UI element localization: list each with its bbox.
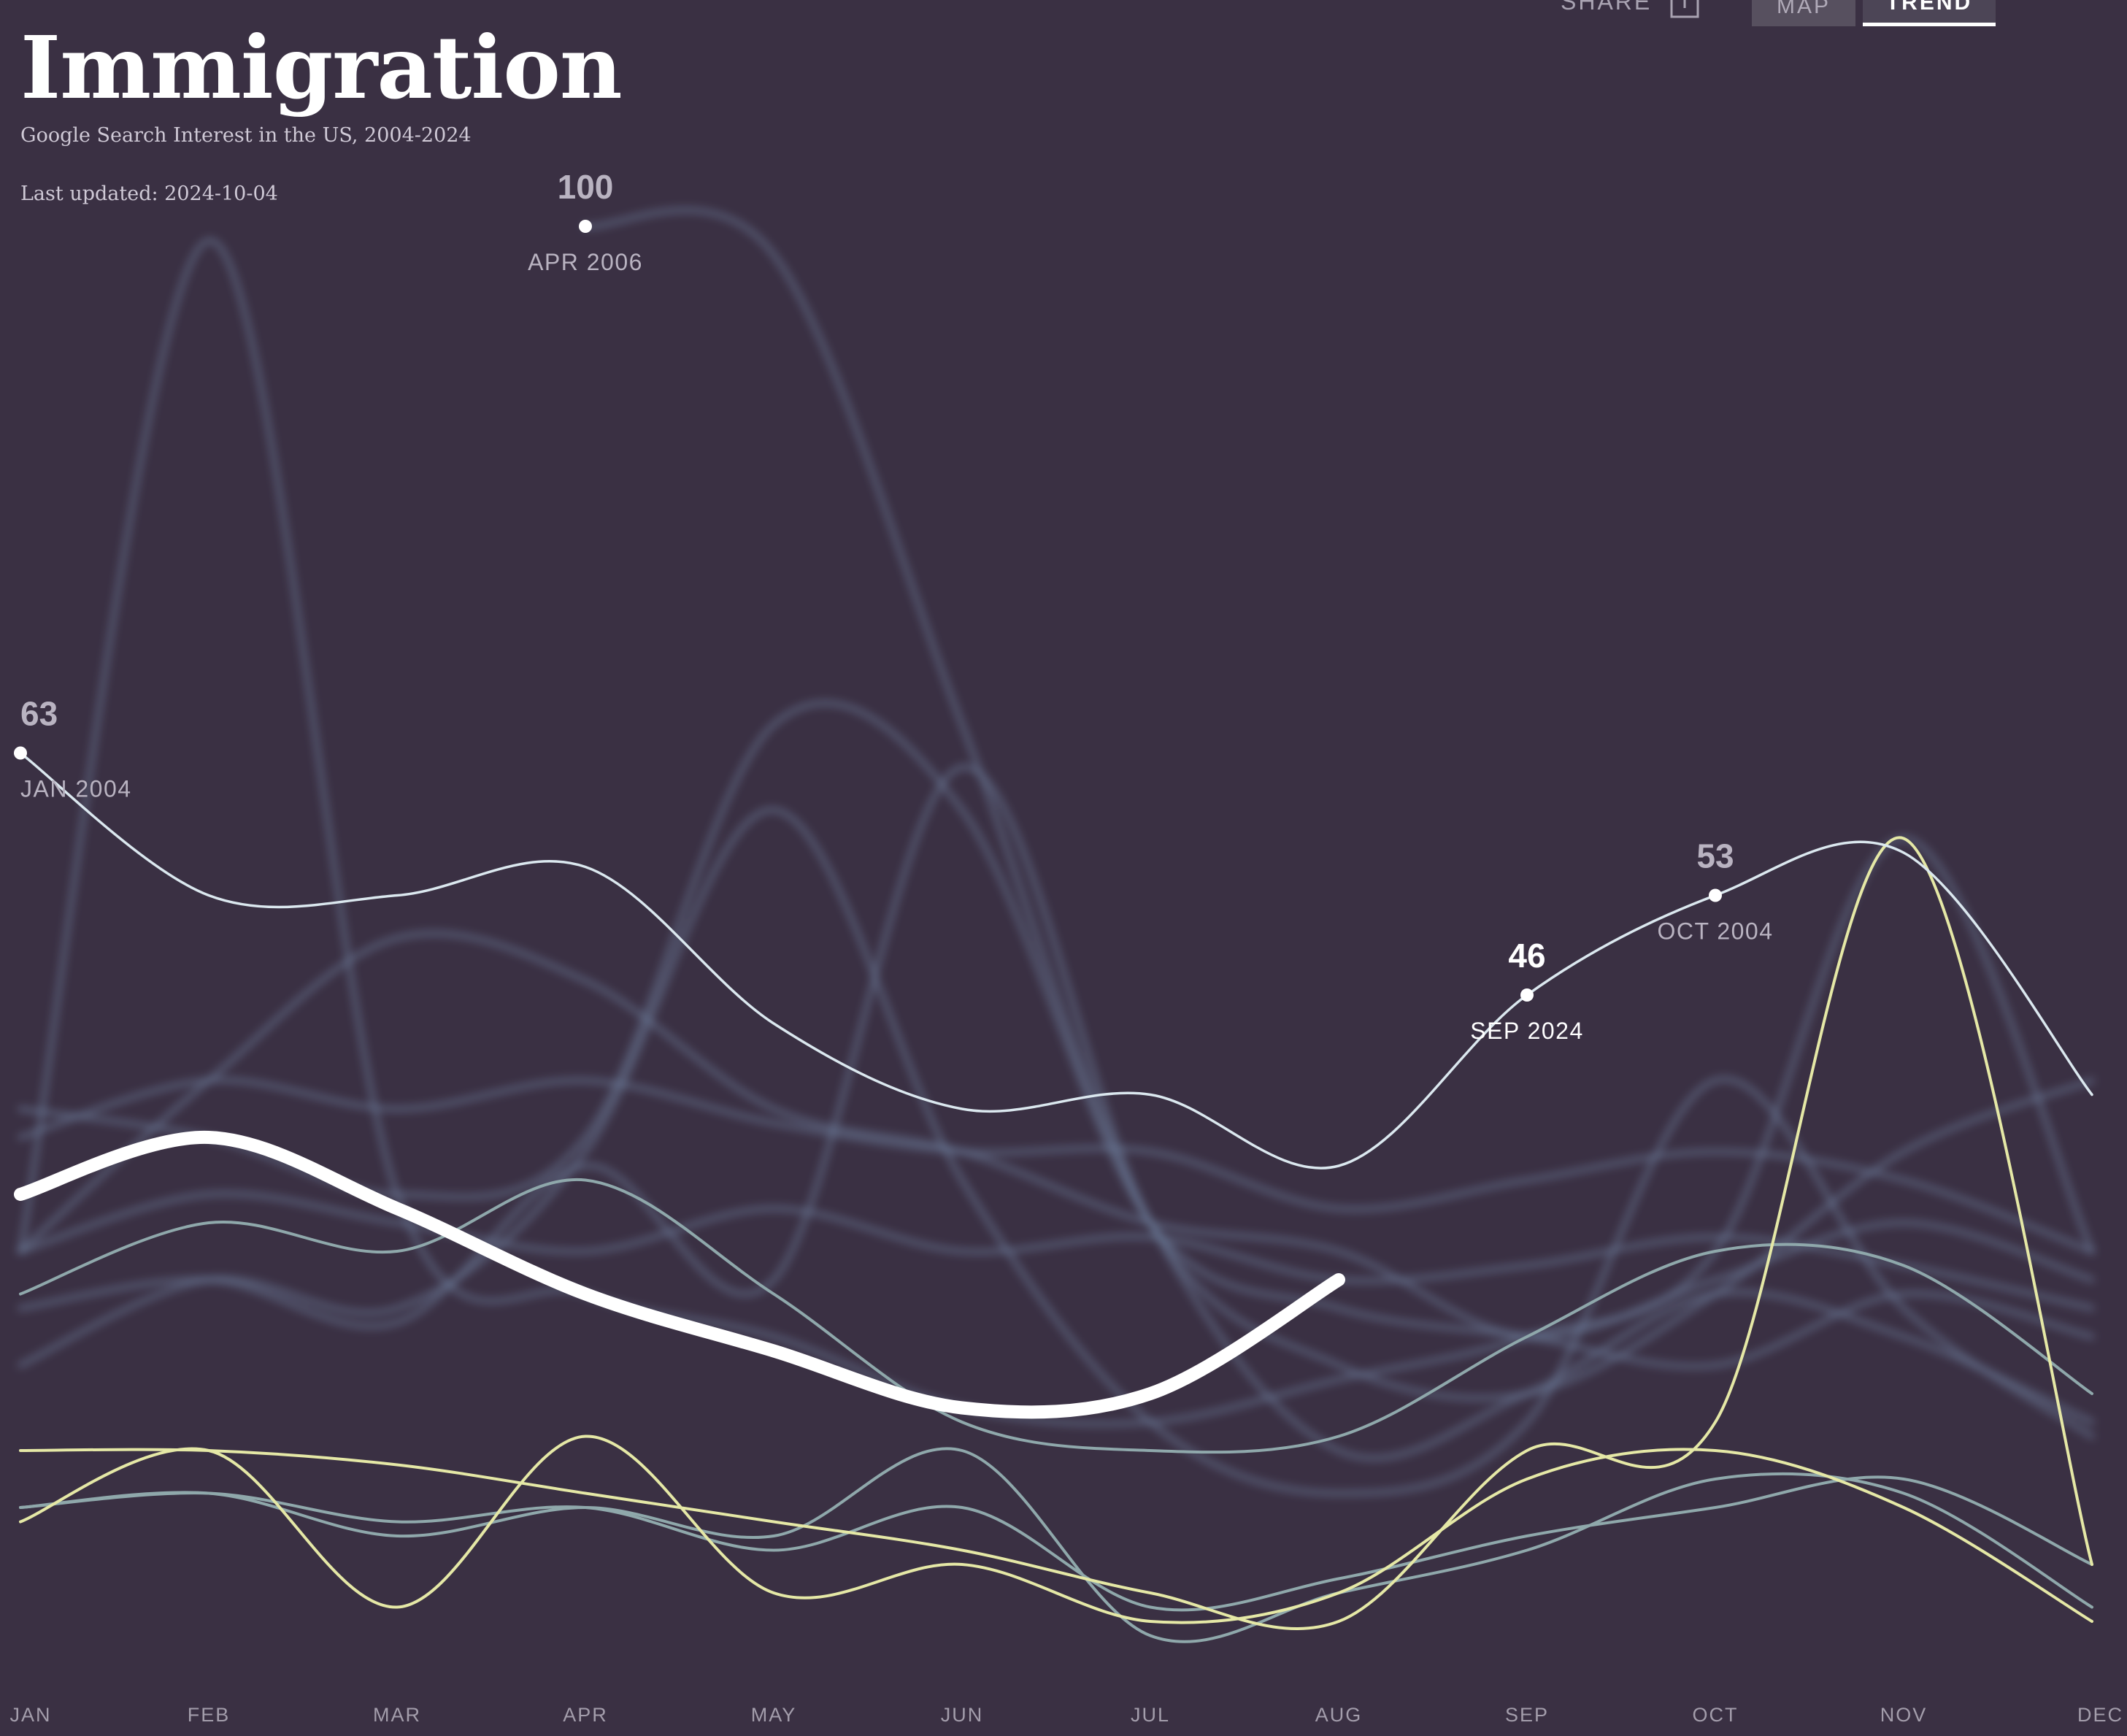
map-view-button[interactable]: MAP	[1752, 0, 1855, 26]
x-tick-label-apr: APR	[563, 1704, 608, 1726]
peak-annotations: 63 JAN 2004 100 APR 2006 46 SEP 2024 53 OCT 200…	[14, 168, 1773, 1044]
share-label: SHARE	[1561, 0, 1653, 15]
x-tick-label-may: MAY	[751, 1704, 797, 1726]
x-tick-label-mar: MAR	[373, 1704, 421, 1726]
page-title: Immigration	[20, 17, 623, 118]
x-tick-label-aug: AUG	[1315, 1704, 1363, 1726]
last-updated: Last updated: 2024-10-04	[20, 183, 278, 205]
annotation-apr-2006: 100 APR 2006	[528, 168, 643, 275]
series-line-2014	[18, 1077, 2095, 1254]
x-axis: JAN FEB MAR APR MAY JUN JUL AUG SEP OCT NOV DEC	[9, 1704, 2123, 1726]
annotation-value: 46	[1508, 937, 1545, 975]
annotation-value: 100	[558, 168, 614, 206]
annotation-sep-2024: 46 SEP 2024	[1470, 937, 1584, 1044]
series-line-2017	[18, 700, 2095, 1370]
annotation-date: JAN 2004	[20, 776, 132, 802]
highlighted-year-lines	[14, 751, 2093, 1643]
x-tick-label-dec: DEC	[2077, 1704, 2123, 1726]
share-icon	[1670, 0, 1699, 18]
annotation-value: 53	[1696, 837, 1734, 875]
annotation-jan-2004: 63 JAN 2004	[14, 695, 132, 802]
annotation-dot	[579, 220, 592, 233]
series-line-2004	[19, 751, 2093, 1170]
annotation-date: OCT 2004	[1657, 918, 1773, 945]
page-subtitle: Google Search Interest in the US, 2004-2…	[20, 124, 472, 147]
series-line-2024	[14, 1130, 1345, 1419]
series-line-2018	[18, 807, 2095, 1497]
share-button[interactable]: SHARE	[1561, 0, 1700, 19]
x-tick-label-oct: OCT	[1693, 1704, 1739, 1726]
trend-view-button[interactable]: TREND	[1863, 0, 1996, 26]
series-line-2007	[18, 764, 2095, 1462]
x-tick-label-jul: JUL	[1131, 1704, 1170, 1726]
x-tick-label-sep: SEP	[1505, 1704, 1549, 1726]
series-line-2015	[19, 1447, 2093, 1643]
x-tick-label-jan: JAN	[9, 1704, 51, 1726]
x-tick-label-nov: NOV	[1880, 1704, 1928, 1726]
annotation-date: SEP 2024	[1470, 1018, 1584, 1044]
annotation-value: 63	[20, 695, 58, 733]
annotation-dot	[14, 746, 27, 760]
series-line-2009	[18, 1191, 2095, 1311]
x-tick-label-feb: FEB	[188, 1704, 231, 1726]
annotation-date: APR 2006	[528, 249, 643, 275]
series-line-2010	[18, 930, 2095, 1340]
series-line-2012	[19, 1475, 2093, 1612]
view-toggle: MAP TREND	[1752, 0, 1996, 26]
annotation-dot	[1520, 988, 1534, 1002]
annotation-dot	[1709, 888, 1722, 902]
background-year-lines	[18, 207, 2095, 1497]
series-line-2019	[19, 1434, 2093, 1624]
series-line-2006	[582, 207, 2095, 1402]
annotation-oct-2004: 53 OCT 2004	[1657, 837, 1773, 945]
x-tick-label-jun: JUN	[941, 1704, 984, 1726]
series-line-2008	[19, 1178, 2093, 1454]
